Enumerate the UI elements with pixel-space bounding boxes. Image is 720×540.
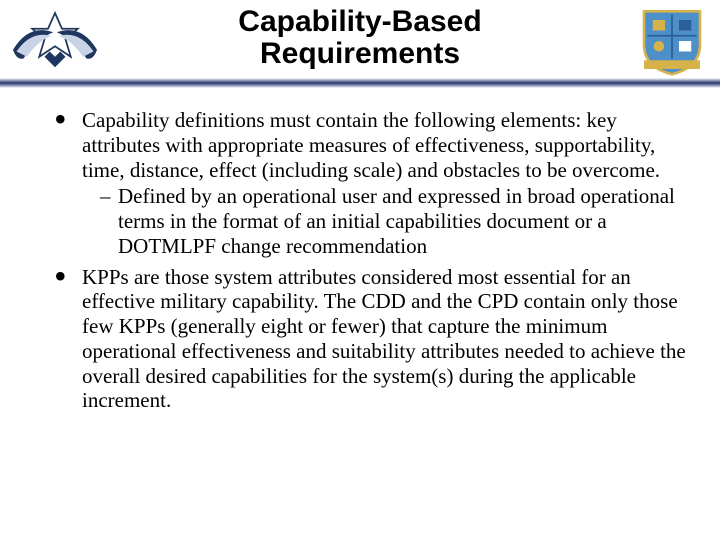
slide: Capability-Based Requirements Capability…	[0, 0, 720, 540]
title-line-1: Capability-Based	[238, 5, 481, 38]
slide-title: Capability-Based Requirements	[0, 0, 720, 69]
sub-bullet-list: Defined by an operational user and expre…	[82, 184, 686, 258]
bullet-list: Capability definitions must contain the …	[54, 108, 686, 413]
header-divider	[0, 78, 720, 88]
bullet-text: Capability definitions must contain the …	[82, 108, 660, 182]
unit-shield-icon	[634, 6, 710, 76]
bullet-item: Capability definitions must contain the …	[54, 108, 686, 259]
air-force-logo-icon	[10, 6, 100, 76]
slide-body: Capability definitions must contain the …	[0, 90, 720, 413]
title-line-2: Requirements	[260, 37, 460, 70]
sub-bullet-text: Defined by an operational user and expre…	[118, 184, 675, 258]
sub-bullet-item: Defined by an operational user and expre…	[100, 184, 686, 258]
slide-header: Capability-Based Requirements	[0, 0, 720, 90]
bullet-item: KPPs are those system attributes conside…	[54, 265, 686, 414]
bullet-text: KPPs are those system attributes conside…	[82, 265, 686, 413]
